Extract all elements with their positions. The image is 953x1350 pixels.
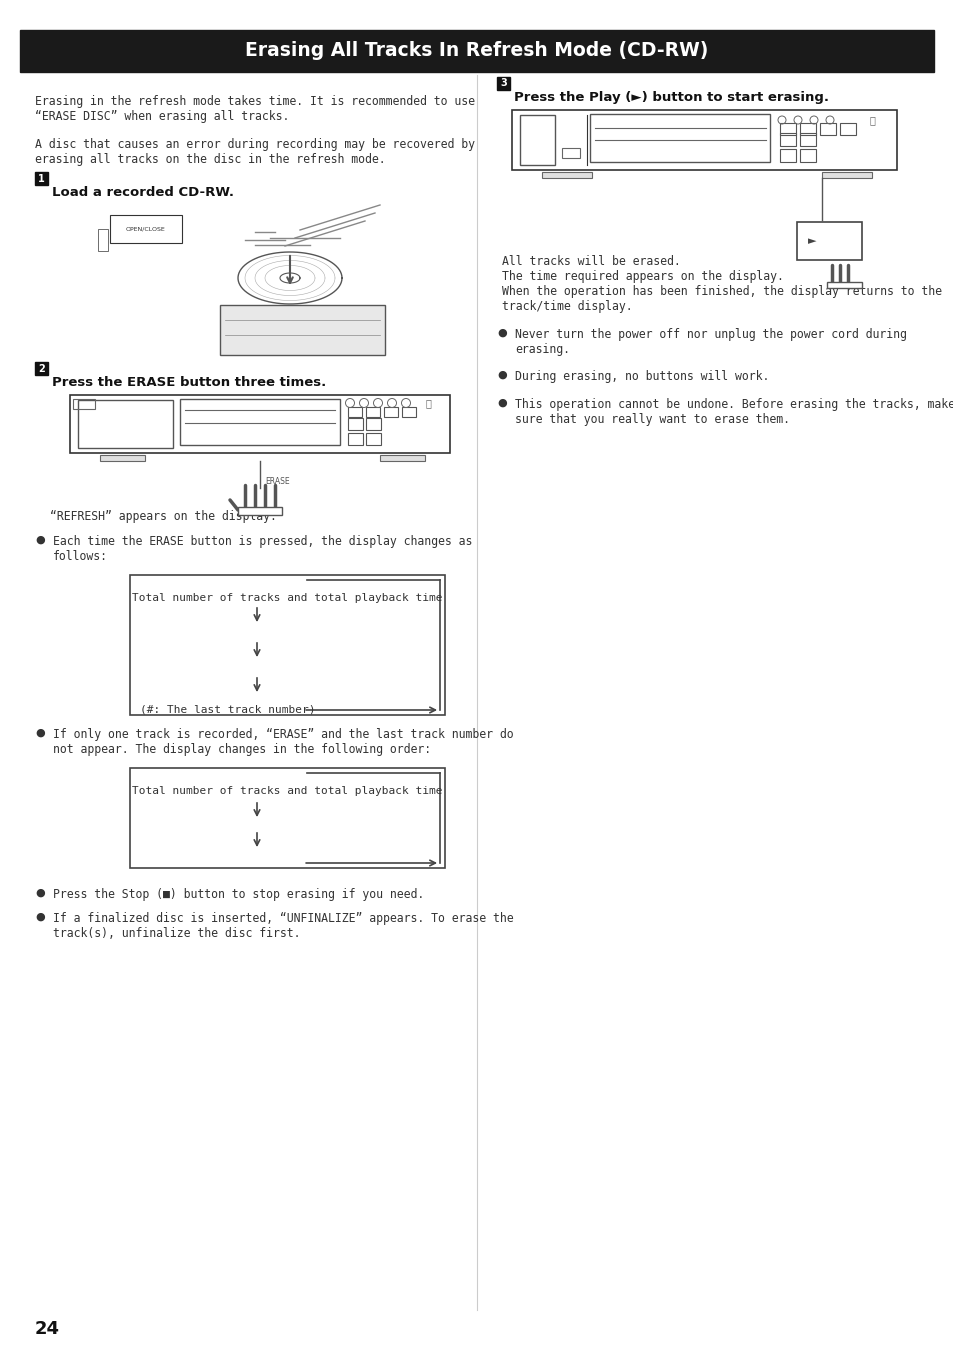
Text: If a finalized disc is inserted, “UNFINALIZE” appears. To erase the: If a finalized disc is inserted, “UNFINA… [53, 913, 513, 925]
Bar [384, 406, 397, 417]
Bar [800, 134, 815, 146]
Bar [348, 433, 363, 446]
Bar [821, 171, 871, 178]
Text: A disc that causes an error during recording may be recovered by: A disc that causes an error during recor… [35, 138, 475, 151]
Bar [110, 215, 182, 243]
Text: ERASE: ERASE [265, 477, 290, 486]
Text: Each time the ERASE button is pressed, the display changes as: Each time the ERASE button is pressed, t… [53, 535, 472, 548]
Bar [348, 418, 363, 431]
Bar [237, 508, 282, 514]
Bar [98, 230, 108, 251]
Text: Press the Stop (■) button to stop erasing if you need.: Press the Stop (■) button to stop erasin… [53, 888, 424, 900]
Text: 2: 2 [38, 363, 45, 374]
Text: erasing all tracks on the disc in the refresh mode.: erasing all tracks on the disc in the re… [35, 153, 385, 166]
Bar [800, 148, 815, 162]
Text: ●: ● [497, 370, 506, 379]
Bar [401, 406, 416, 417]
Text: not appear. The display changes in the following order:: not appear. The display changes in the f… [53, 743, 431, 756]
Bar [20, 30, 933, 72]
Bar [541, 171, 592, 178]
Text: Erasing All Tracks In Refresh Mode (CD-RW): Erasing All Tracks In Refresh Mode (CD-R… [245, 42, 708, 61]
Text: All tracks will be erased.: All tracks will be erased. [501, 255, 680, 269]
Text: “REFRESH” appears on the display.: “REFRESH” appears on the display. [50, 510, 276, 522]
Bar [820, 123, 835, 135]
Text: During erasing, no buttons will work.: During erasing, no buttons will work. [515, 370, 768, 383]
Text: Press the ERASE button three times.: Press the ERASE button three times. [52, 377, 326, 389]
Bar [70, 396, 450, 454]
Bar [780, 123, 795, 135]
Text: Total number of tracks and total playback time: Total number of tracks and total playbac… [132, 786, 442, 796]
Text: ●: ● [497, 328, 506, 338]
Bar [512, 109, 896, 170]
Text: sure that you really want to erase them.: sure that you really want to erase them. [515, 413, 789, 427]
Text: Press the Play (►) button to start erasing.: Press the Play (►) button to start erasi… [514, 90, 828, 104]
Bar [366, 433, 380, 446]
Text: Never turn the power off nor unplug the power cord during: Never turn the power off nor unplug the … [515, 328, 906, 342]
Bar [379, 455, 424, 460]
Text: Erasing in the refresh mode takes time. It is recommended to use: Erasing in the refresh mode takes time. … [35, 95, 475, 108]
Text: Ⓧ: Ⓧ [868, 115, 874, 126]
Bar [130, 768, 444, 868]
Bar [348, 406, 361, 417]
Text: (#: The last track number): (#: The last track number) [140, 705, 315, 716]
Text: track(s), unfinalize the disc first.: track(s), unfinalize the disc first. [53, 927, 300, 940]
Bar [220, 305, 385, 355]
Text: track/time display.: track/time display. [501, 300, 632, 313]
Text: ●: ● [497, 398, 506, 408]
Bar [589, 113, 769, 162]
Text: If only one track is recorded, “ERASE” and the last track number do: If only one track is recorded, “ERASE” a… [53, 728, 513, 741]
Bar [519, 115, 555, 165]
Bar [366, 406, 379, 417]
Text: 24: 24 [35, 1320, 60, 1338]
Bar [35, 171, 48, 185]
Bar [780, 148, 795, 162]
Text: follows:: follows: [53, 549, 108, 563]
Text: Load a recorded CD-RW.: Load a recorded CD-RW. [52, 186, 233, 198]
Bar [561, 148, 579, 158]
Text: Ⓧ: Ⓧ [425, 398, 431, 408]
Bar [35, 362, 48, 375]
Text: OPEN/CLOSE: OPEN/CLOSE [126, 227, 166, 231]
Text: “ERASE DISC” when erasing all tracks.: “ERASE DISC” when erasing all tracks. [35, 109, 289, 123]
Bar [100, 455, 145, 460]
Bar [366, 418, 380, 431]
Text: Total number of tracks and total playback time: Total number of tracks and total playbac… [132, 593, 442, 603]
Text: 3: 3 [499, 78, 506, 89]
Text: ●: ● [35, 728, 45, 738]
Text: erasing.: erasing. [515, 343, 569, 356]
Text: The time required appears on the display.: The time required appears on the display… [501, 270, 783, 284]
Bar [73, 400, 95, 409]
Bar [180, 400, 339, 446]
Text: 1: 1 [38, 174, 45, 184]
Text: When the operation has been finished, the display returns to the: When the operation has been finished, th… [501, 285, 941, 298]
Text: ●: ● [35, 913, 45, 922]
Bar [826, 282, 862, 288]
Text: This operation cannot be undone. Before erasing the tracks, make: This operation cannot be undone. Before … [515, 398, 953, 410]
Bar [796, 221, 862, 261]
Bar [78, 400, 172, 448]
Bar [130, 575, 444, 716]
Text: ●: ● [35, 888, 45, 898]
Bar [780, 134, 795, 146]
Bar [497, 77, 510, 90]
Text: ●: ● [35, 535, 45, 545]
Bar [840, 123, 855, 135]
Text: ►: ► [807, 236, 816, 246]
Bar [800, 123, 815, 135]
